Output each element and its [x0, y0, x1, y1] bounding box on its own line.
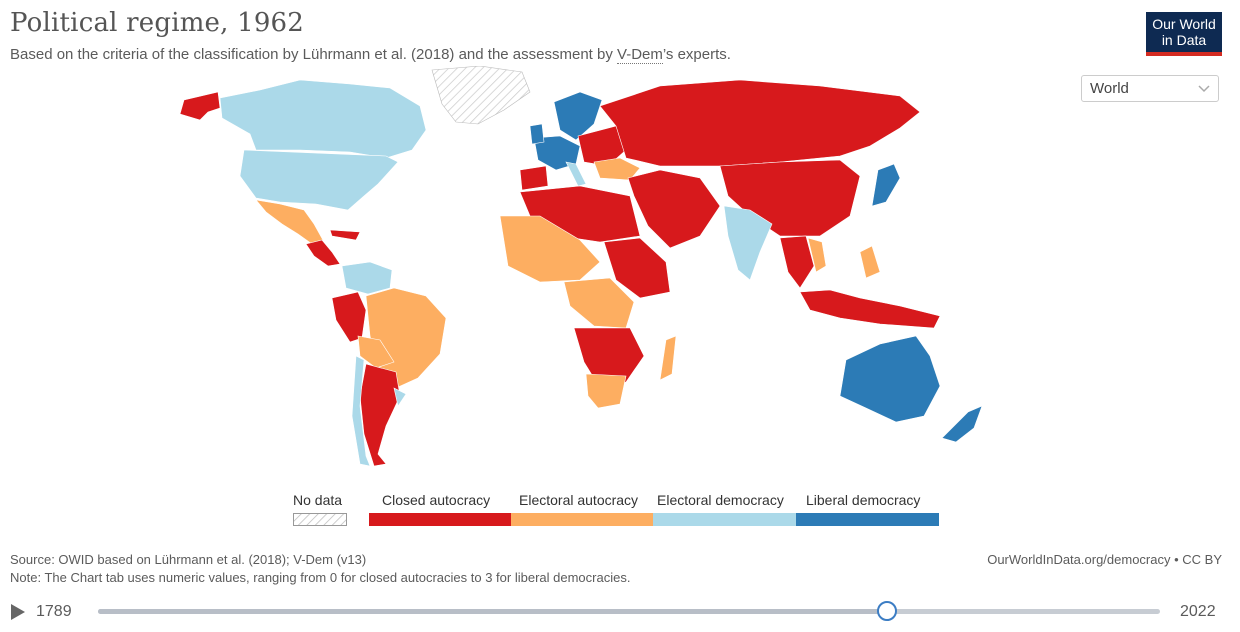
legend-label-electoral-democracy: Electoral democracy	[657, 492, 784, 508]
region-mexico[interactable]	[255, 199, 325, 245]
region-australia[interactable]	[839, 335, 941, 423]
region-greenland[interactable]	[431, 66, 531, 125]
timeline-start-year: 1789	[36, 603, 72, 620]
region-iberia[interactable]	[519, 165, 549, 191]
region-madagascar[interactable]	[659, 335, 677, 381]
region-chile[interactable]	[351, 355, 371, 467]
vdem-link[interactable]: V-Dem	[617, 46, 663, 64]
legend-label-electoral-autocracy: Electoral autocracy	[519, 492, 639, 508]
timeline-end-year: 2022	[1180, 603, 1216, 620]
region-southeast-asia[interactable]	[779, 235, 815, 289]
region-select-value: World	[1090, 80, 1129, 97]
region-vietnam[interactable]	[807, 237, 827, 273]
play-icon[interactable]	[10, 603, 26, 621]
legend-swatch-electoral-democracy[interactable]	[653, 513, 796, 526]
timeline-track[interactable]	[98, 609, 1160, 614]
region-east-africa[interactable]	[603, 237, 671, 299]
legend-swatch-electoral-autocracy[interactable]	[511, 513, 653, 526]
region-usa[interactable]	[239, 149, 399, 211]
region-peru[interactable]	[331, 291, 367, 343]
region-indonesia[interactable]	[799, 289, 941, 329]
region-canada[interactable]	[219, 79, 427, 159]
note-text: Note: The Chart tab uses numeric values,…	[10, 570, 631, 585]
chevron-down-icon	[1198, 85, 1210, 93]
legend-swatch-closed-autocracy[interactable]	[369, 513, 511, 526]
region-ussr[interactable]	[599, 79, 921, 167]
region-argentina[interactable]	[359, 363, 401, 467]
region-central-america[interactable]	[305, 239, 341, 267]
region-scandinavia[interactable]	[553, 91, 603, 141]
region-uk[interactable]	[529, 123, 545, 145]
region-new-zealand[interactable]	[941, 405, 983, 443]
timeline-slider-handle[interactable]	[876, 601, 897, 621]
region-south-africa[interactable]	[585, 373, 627, 409]
timeline-track-fill	[98, 609, 887, 614]
region-alaska[interactable]	[179, 91, 221, 121]
source-text: Source: OWID based on Lührmann et al. (2…	[10, 552, 367, 567]
region-eastern-europe[interactable]	[577, 125, 627, 167]
legend-label-liberal-democracy: Liberal democracy	[806, 492, 921, 508]
region-southern-africa[interactable]	[573, 327, 645, 389]
region-greece-turkey[interactable]	[593, 157, 641, 181]
region-bolivia-paraguay[interactable]	[357, 335, 395, 369]
region-japan[interactable]	[871, 163, 901, 207]
region-italy[interactable]	[565, 161, 587, 187]
credit-link[interactable]: OurWorldInData.org/democracy • CC BY	[987, 552, 1222, 567]
page-title: Political regime, 1962	[10, 8, 305, 38]
region-west-africa[interactable]	[499, 215, 601, 283]
legend-no-data-label: No data	[293, 492, 343, 508]
world-map[interactable]	[60, 66, 1040, 480]
owid-logo[interactable]: Our World in Data	[1146, 12, 1222, 56]
legend-swatch-liberal-democracy[interactable]	[796, 513, 939, 526]
region-uruguay[interactable]	[393, 387, 407, 407]
legend-no-data-swatch[interactable]	[293, 513, 347, 526]
region-select[interactable]: World	[1081, 75, 1219, 102]
page-subtitle: Based on the criteria of the classificat…	[10, 46, 731, 64]
legend-label-closed-autocracy: Closed autocracy	[382, 492, 491, 508]
region-middle-east[interactable]	[627, 169, 721, 249]
region-venezuela-colombia[interactable]	[341, 261, 393, 295]
region-india[interactable]	[723, 205, 773, 281]
map-legend: No data Closed autocracy Electoral autoc…	[0, 492, 1240, 528]
region-philippines[interactable]	[859, 245, 881, 279]
region-cuba[interactable]	[329, 229, 361, 241]
